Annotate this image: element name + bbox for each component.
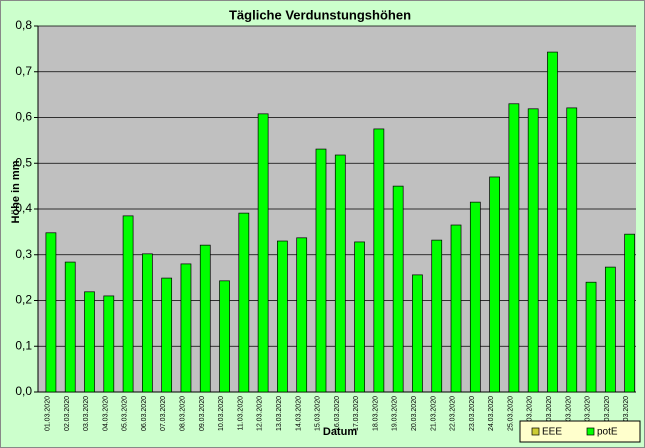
bar (277, 240, 288, 393)
bar (354, 241, 365, 393)
bar (431, 239, 443, 393)
x-tick-label: 11.03.2020 (237, 396, 244, 431)
x-tick-label: 09.03.2020 (199, 396, 206, 431)
x-tick-label: 22.03.2020 (450, 396, 457, 431)
x-axis-label: Datum (323, 426, 357, 438)
x-tick-label: 18.03.2020 (372, 396, 379, 431)
y-tick-label: 0,2 (15, 293, 32, 307)
x-tick-label: 05.03.2020 (122, 396, 129, 431)
bar (373, 128, 385, 393)
legend (519, 420, 641, 443)
legend-label: EEE (542, 427, 562, 438)
x-tick-label: 27.03.2020 (546, 396, 553, 431)
bar (257, 113, 269, 393)
bar (450, 224, 462, 393)
bar (547, 51, 558, 393)
x-tick-label: 08.03.2020 (180, 396, 187, 431)
bar (469, 201, 481, 393)
legend-label: potE (597, 427, 618, 438)
x-tick-label: 16.03.2020 (334, 396, 341, 431)
bar (64, 261, 76, 393)
bar (585, 281, 597, 393)
bar (489, 176, 500, 393)
x-tick-label: 30.03.2020 (604, 396, 611, 431)
x-tick-label: 24.03.2020 (488, 396, 495, 431)
x-tick-label: 14.03.2020 (295, 396, 302, 431)
bar (624, 233, 635, 393)
x-tick-label: 10.03.2020 (218, 396, 225, 431)
bar (103, 295, 115, 393)
x-tick-label: 23.03.2020 (469, 396, 476, 431)
bar (161, 277, 173, 393)
y-tick-label: 0,3 (15, 247, 32, 261)
bar (238, 212, 250, 393)
x-tick-label: 19.03.2020 (392, 396, 399, 431)
bar (122, 215, 134, 393)
x-tick-label: 29.03.2020 (585, 396, 592, 431)
bar (392, 185, 404, 393)
bar (296, 237, 308, 393)
y-axis-label: Höhe in mm (10, 160, 22, 223)
x-tick-label: 21.03.2020 (430, 396, 437, 431)
bar (334, 154, 346, 393)
bar (180, 263, 192, 393)
x-tick-label: 15.03.2020 (315, 396, 322, 431)
y-tick-label: 0,5 (15, 155, 32, 169)
x-tick-label: 20.03.2020 (411, 396, 418, 431)
x-tick-label: 17.03.2020 (353, 396, 360, 431)
bar (412, 274, 423, 393)
x-tick-label: 12.03.2020 (257, 396, 264, 431)
x-tick-label: 04.03.2020 (102, 396, 109, 431)
x-tick-label: 13.03.2020 (276, 396, 283, 431)
x-tick-label: 03.03.2020 (83, 396, 90, 431)
bar (45, 232, 57, 393)
bar (315, 148, 327, 393)
bar (142, 253, 153, 393)
chart-title: Tägliche Verdunstungshöhen (229, 7, 411, 22)
x-tick-label: 26.03.2020 (527, 396, 534, 431)
legend-swatch (531, 427, 540, 436)
y-tick-label: 0,4 (15, 201, 32, 215)
x-tick-label: 07.03.2020 (160, 396, 167, 431)
y-tick-label: 0,6 (15, 110, 32, 124)
x-tick-label: 01.03.2020 (44, 396, 51, 431)
bar (219, 280, 230, 393)
y-tick-label: 0,1 (15, 338, 32, 352)
bar (527, 108, 539, 393)
x-tick-label: 28.03.2020 (565, 396, 572, 431)
y-tick-label: 0,8 (15, 18, 32, 32)
bar (84, 291, 95, 393)
x-tick-label: 06.03.2020 (141, 396, 148, 431)
legend-swatch (586, 427, 595, 436)
bar (566, 107, 578, 393)
bar (508, 103, 520, 393)
y-tick-label: 0,0 (15, 384, 32, 398)
y-tick-label: 0,7 (15, 64, 32, 78)
x-tick-label: 25.03.2020 (507, 396, 514, 431)
bar (199, 244, 211, 393)
bar (604, 266, 616, 393)
x-tick-label: 31.03.2020 (623, 396, 630, 431)
x-tick-label: 02.03.2020 (64, 396, 71, 431)
